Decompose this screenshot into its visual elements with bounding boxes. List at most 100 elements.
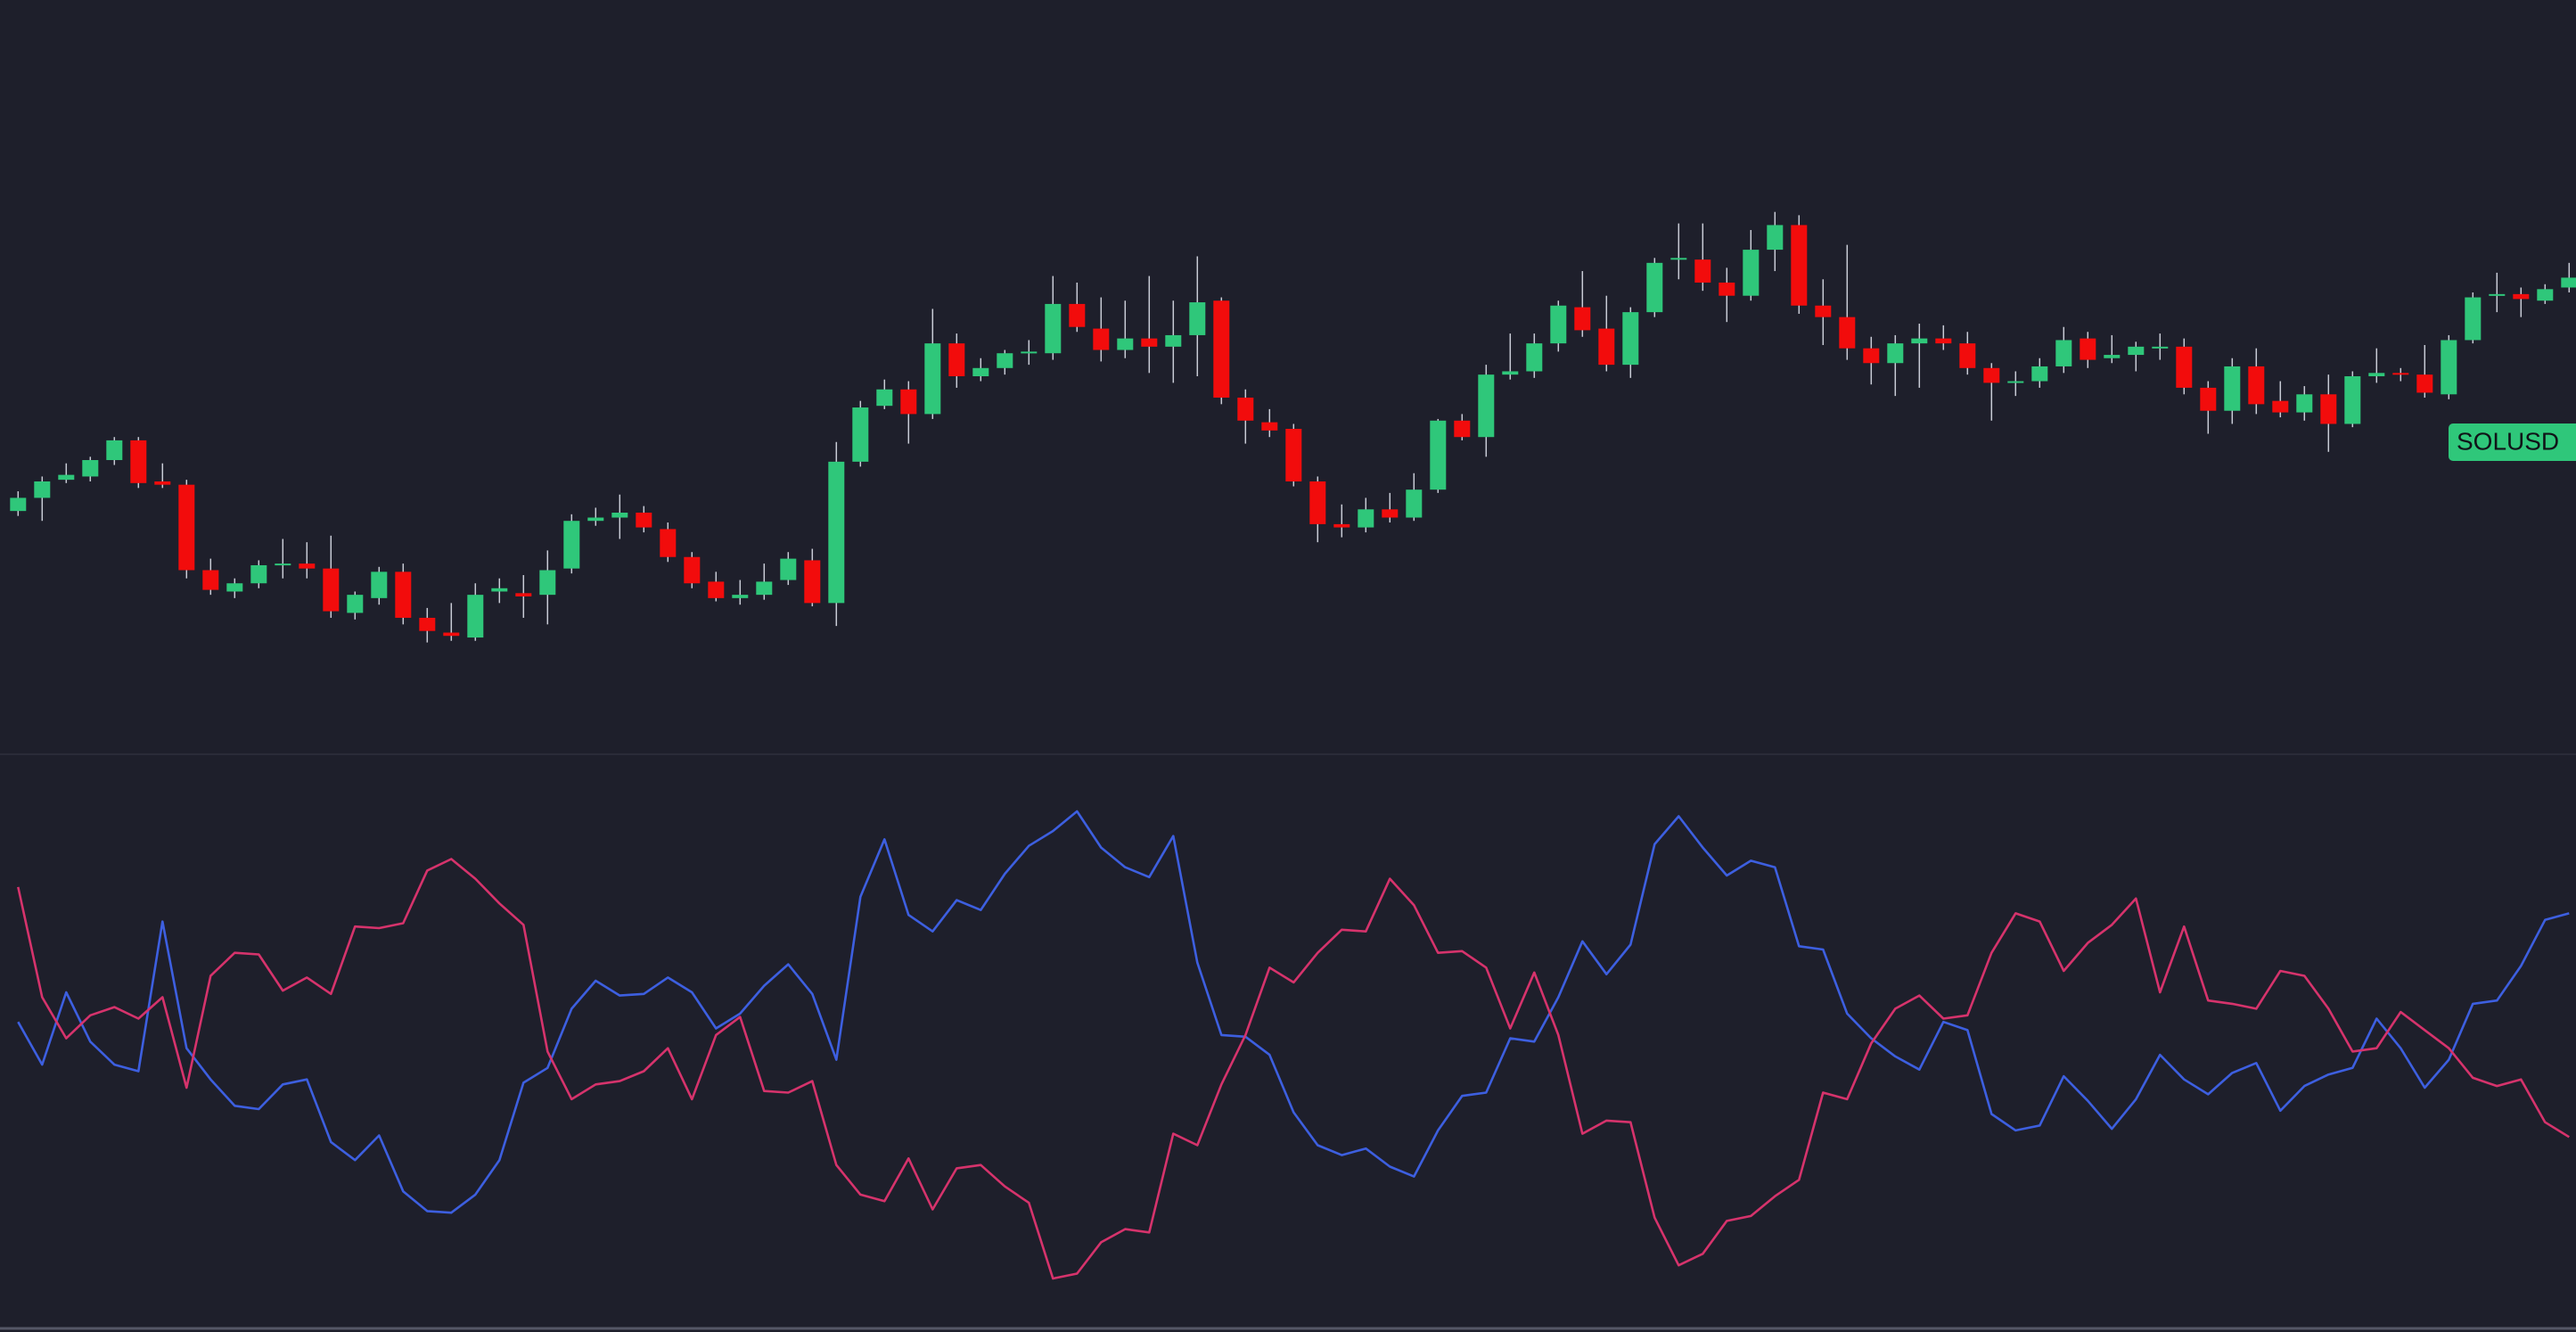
- candle-body: [2152, 346, 2169, 349]
- candle-body: [660, 529, 677, 557]
- candle-pane: [10, 211, 2576, 643]
- candle-body: [2104, 355, 2121, 358]
- candle-body: [2224, 366, 2241, 411]
- candle-body: [1285, 428, 1302, 481]
- candle-body: [323, 568, 340, 612]
- candle-body: [2344, 376, 2361, 424]
- indicator-line: [17, 858, 2570, 1280]
- candle-body: [2465, 297, 2482, 341]
- candle-body: [2031, 366, 2048, 382]
- candle-body: [1406, 489, 1423, 518]
- candle-body: [299, 563, 316, 569]
- candle-body: [852, 407, 869, 462]
- candle-body: [34, 481, 51, 498]
- candle-body: [2296, 394, 2313, 413]
- candle-body: [2200, 387, 2217, 411]
- candle-body: [1935, 338, 1952, 344]
- candle-body: [563, 521, 580, 569]
- candle-body: [1815, 305, 1832, 317]
- candle-body: [1694, 259, 1711, 283]
- candle-body: [1743, 250, 1760, 296]
- candle-body: [1502, 371, 1519, 375]
- candle-body: [1261, 422, 1278, 431]
- candle-body: [1430, 420, 1447, 490]
- candle-body: [948, 343, 965, 377]
- candle-body: [2513, 293, 2530, 300]
- candle-body: [1911, 338, 1928, 344]
- candle-body: [1598, 328, 1615, 366]
- candle-body: [154, 481, 171, 485]
- candle-body: [491, 588, 508, 592]
- candle-body: [2537, 289, 2554, 301]
- candle-body: [1670, 258, 1687, 260]
- candle-body: [1309, 481, 1326, 524]
- candle-body: [2416, 374, 2433, 393]
- candle-body: [1719, 282, 1735, 296]
- candle-body: [1983, 367, 2000, 383]
- candle-body: [1382, 509, 1399, 518]
- candle-body: [467, 595, 484, 638]
- candle-body: [250, 564, 267, 584]
- candle-body: [2176, 346, 2193, 388]
- candle-body: [2080, 338, 2096, 360]
- candle-body: [1839, 317, 1856, 349]
- candle-body: [1189, 302, 1206, 335]
- candle-body: [10, 497, 27, 512]
- candle-body: [1333, 523, 1350, 528]
- indicator-pane: [17, 810, 2570, 1280]
- symbol-label: SOLUSD: [2457, 427, 2559, 455]
- candle-body: [804, 560, 821, 604]
- candle-body: [443, 632, 460, 637]
- candle-body: [347, 595, 364, 613]
- candle-body: [876, 389, 893, 407]
- candle-body: [1093, 328, 1110, 350]
- candle-body: [1646, 262, 1663, 313]
- candle-body: [2320, 394, 2337, 424]
- candle-body: [395, 571, 412, 618]
- candle-body: [2441, 340, 2457, 395]
- candle-body: [275, 563, 291, 566]
- candle-body: [226, 583, 243, 592]
- candle-body: [2248, 366, 2265, 405]
- candle-body: [2489, 293, 2506, 296]
- candle-body: [419, 617, 436, 631]
- candle-body: [1358, 509, 1374, 528]
- candle-body: [2272, 400, 2289, 413]
- candle-body: [732, 595, 749, 598]
- candle-body: [106, 440, 123, 461]
- candle-body: [900, 389, 917, 415]
- candle-body: [2128, 346, 2145, 356]
- candle-body: [972, 367, 989, 377]
- candle-body: [1213, 300, 1230, 398]
- indicator-line: [17, 810, 2570, 1214]
- candle-body: [1237, 397, 1254, 421]
- candle-body: [636, 512, 652, 528]
- candle-body: [1791, 225, 1808, 306]
- candle-body: [587, 517, 604, 522]
- candle-body: [515, 593, 532, 596]
- candle-body: [1959, 343, 1976, 368]
- candle-body: [756, 581, 773, 596]
- candle-body: [1454, 420, 1471, 438]
- candle-body: [1574, 307, 1591, 331]
- candle-body: [82, 460, 99, 477]
- candle-body: [58, 474, 75, 481]
- candle-body: [1045, 303, 1062, 354]
- symbol-badge: [2449, 423, 2576, 461]
- candle-body: [924, 343, 941, 415]
- candle-body: [1767, 225, 1784, 251]
- candle-body: [539, 570, 556, 596]
- candle-body: [1021, 351, 1038, 354]
- candle-body: [1069, 303, 1086, 327]
- candle-body: [2561, 277, 2576, 288]
- candle-body: [708, 581, 725, 598]
- candle-body: [1863, 348, 1880, 364]
- candle-body: [1887, 343, 1904, 364]
- candle-body: [1117, 338, 1134, 350]
- candle-body: [2368, 373, 2385, 377]
- candle-body: [178, 484, 195, 571]
- candle-body: [371, 571, 388, 598]
- candle-body: [828, 461, 845, 604]
